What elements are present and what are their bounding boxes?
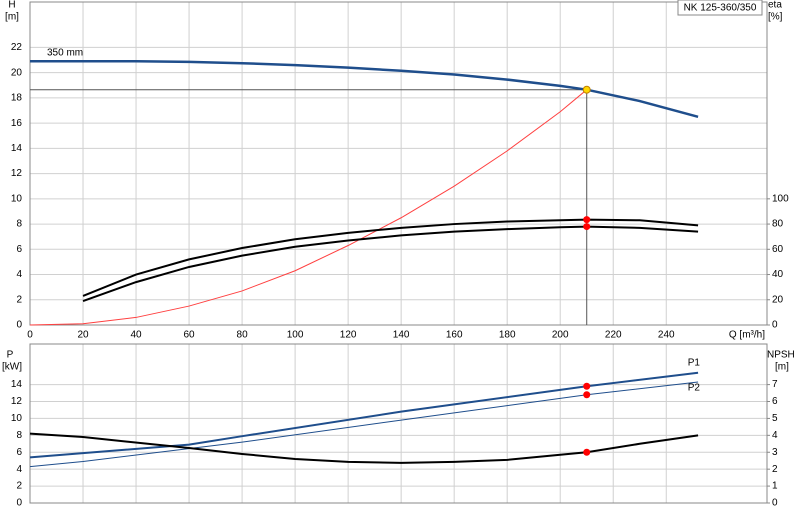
y-axis-unit: [kW] xyxy=(2,362,22,373)
y2-axis-label: eta xyxy=(768,0,782,11)
x-tick-label: 80 xyxy=(237,330,249,341)
plot-area xyxy=(30,344,767,503)
y2-axis-unit: [m] xyxy=(775,362,789,373)
series-line xyxy=(29,89,588,326)
operating-point xyxy=(582,85,591,94)
title-box xyxy=(677,0,763,16)
plot-frame xyxy=(29,1,768,326)
y2-tick-label: 7 xyxy=(772,379,778,390)
series-line xyxy=(30,60,699,119)
y-tick-label: 18 xyxy=(11,93,23,104)
series-line xyxy=(29,381,699,468)
y-axis-label: P xyxy=(7,350,14,361)
x-tick-label: 240 xyxy=(658,330,675,341)
operating-point xyxy=(583,391,591,399)
y2-tick-label: 100 xyxy=(772,193,789,204)
y2-tick-label: 1 xyxy=(772,481,778,492)
x-tick-label: 200 xyxy=(552,330,569,341)
y-tick-label: 4 xyxy=(16,269,22,280)
y2-tick-label: 2 xyxy=(772,464,778,475)
y-tick-label: 16 xyxy=(11,118,23,129)
series-label: P1 xyxy=(688,358,701,369)
operating-point xyxy=(583,216,591,224)
y-tick-label: 14 xyxy=(11,379,23,390)
chart-title: NK 125-360/350 xyxy=(684,3,757,14)
y2-tick-label: 20 xyxy=(772,294,784,305)
series-label: 350 mm xyxy=(47,48,83,59)
plot-frame xyxy=(29,343,768,504)
x-tick-label: 120 xyxy=(340,330,357,341)
x-tick-label: 140 xyxy=(393,330,410,341)
x-tick-label: 180 xyxy=(499,330,516,341)
y-axis-label: H xyxy=(8,0,15,11)
y-tick-label: 22 xyxy=(11,42,23,53)
x-tick-label: 160 xyxy=(446,330,463,341)
x-axis-label: Q [m³/h] xyxy=(729,330,765,341)
y-tick-label: 2 xyxy=(16,294,22,305)
y-tick-label: 0 xyxy=(16,320,22,331)
y2-tick-label: 5 xyxy=(772,413,778,424)
x-tick-label: 60 xyxy=(184,330,196,341)
y-tick-label: 10 xyxy=(11,193,23,204)
y2-tick-label: 6 xyxy=(772,396,778,407)
plot-area xyxy=(30,2,767,325)
y-tick-label: 12 xyxy=(11,396,23,407)
x-tick-label: 0 xyxy=(27,330,33,341)
y-tick-label: 2 xyxy=(16,481,22,492)
y-tick-label: 12 xyxy=(11,168,23,179)
y-tick-label: 8 xyxy=(16,430,22,441)
y-tick-label: 20 xyxy=(11,67,23,78)
y2-tick-label: 0 xyxy=(772,498,778,509)
x-tick-label: 220 xyxy=(605,330,622,341)
operating-point xyxy=(583,382,591,390)
y2-tick-label: 3 xyxy=(772,447,778,458)
series-label: P2 xyxy=(688,383,701,394)
y-tick-label: 8 xyxy=(16,219,22,230)
y-tick-label: 0 xyxy=(16,498,22,509)
y2-axis-label: NPSH xyxy=(767,350,795,361)
x-tick-label: 20 xyxy=(77,330,89,341)
operating-point xyxy=(583,448,591,456)
y-tick-label: 4 xyxy=(16,464,22,475)
y-tick-label: 10 xyxy=(11,413,23,424)
y2-tick-label: 60 xyxy=(772,244,784,255)
y2-tick-label: 0 xyxy=(772,320,778,331)
x-tick-label: 40 xyxy=(130,330,142,341)
y-tick-label: 6 xyxy=(16,244,22,255)
y2-tick-label: 80 xyxy=(772,219,784,230)
y2-axis-unit: [%] xyxy=(768,12,783,23)
y-axis-unit: [m] xyxy=(5,12,19,23)
y-tick-label: 6 xyxy=(16,447,22,458)
y2-tick-label: 40 xyxy=(772,269,784,280)
y-tick-label: 14 xyxy=(11,143,23,154)
operating-point xyxy=(583,223,591,231)
x-tick-label: 100 xyxy=(287,330,304,341)
y2-tick-label: 4 xyxy=(772,430,778,441)
